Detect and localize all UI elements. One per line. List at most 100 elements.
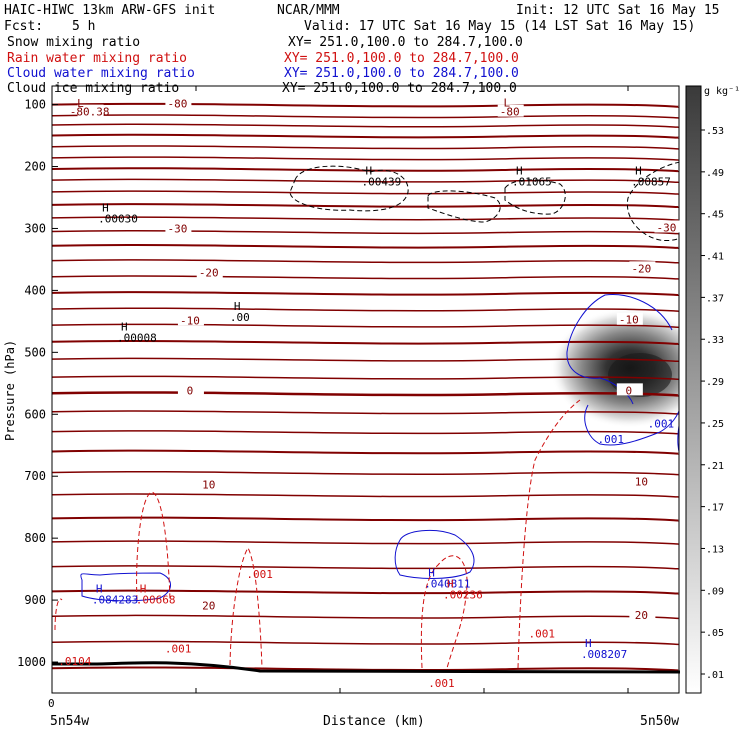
plot-frame bbox=[51, 85, 680, 694]
header-org: NCAR/MMM bbox=[277, 3, 340, 18]
temp-contour-label: -20 bbox=[199, 267, 219, 280]
temp-label-bg bbox=[196, 477, 223, 490]
y-tick-label: 400 bbox=[24, 283, 46, 297]
field-name-rain: Rain water mixing ratio bbox=[7, 51, 188, 66]
rain-contour-2 bbox=[229, 547, 263, 669]
colorbar-label: .17 bbox=[706, 503, 724, 514]
y-tick-label: 700 bbox=[24, 469, 46, 483]
colorbar-label: .13 bbox=[706, 544, 724, 555]
isotherm-line bbox=[52, 410, 679, 415]
extremum-mark: L bbox=[77, 97, 84, 110]
colorbar-label: .53 bbox=[706, 126, 724, 137]
isotherm-line bbox=[52, 640, 679, 646]
isotherm-line bbox=[52, 244, 679, 249]
extremum-mark: H bbox=[447, 578, 454, 591]
isotherm-line bbox=[52, 357, 679, 363]
temp-contour-label: 10 bbox=[635, 475, 648, 488]
colorbar-label: .25 bbox=[706, 419, 724, 430]
y-tick-label: 1000 bbox=[17, 655, 46, 669]
isotherm-line bbox=[52, 375, 679, 380]
temp-contour-label: -80 bbox=[167, 98, 187, 111]
colorbar-label: .21 bbox=[706, 461, 724, 472]
temp-label-bg bbox=[165, 96, 192, 109]
extremum-value: .00236 bbox=[443, 589, 483, 602]
isotherm-line bbox=[52, 123, 679, 128]
temp-contour-label: -30 bbox=[657, 221, 677, 234]
isotherm-line bbox=[52, 259, 679, 264]
y-tick-label: 100 bbox=[24, 98, 46, 112]
isotherm-line bbox=[52, 114, 679, 119]
extremum-mark: H bbox=[96, 583, 103, 596]
cloudwater-contour-1 bbox=[566, 294, 673, 405]
field-name-snow: Snow mixing ratio bbox=[7, 35, 141, 50]
cloudwater-contour-5 bbox=[394, 529, 475, 579]
isotherm-line bbox=[52, 565, 679, 570]
temp-label-bg bbox=[177, 383, 204, 396]
isotherm-line bbox=[52, 470, 679, 476]
extremum-mark: H bbox=[635, 165, 642, 178]
y-tick-label: 800 bbox=[24, 531, 46, 545]
header-fcst-label: Fcst: bbox=[4, 19, 44, 34]
temp-contour-label: 0 bbox=[187, 384, 194, 397]
x-end-label: 5n50w bbox=[640, 714, 679, 729]
ice-contour-1 bbox=[289, 165, 409, 212]
colorbar-unit: g kg⁻¹ bbox=[704, 86, 740, 97]
isotherm-line bbox=[52, 291, 679, 297]
temp-contour-label: 20 bbox=[635, 609, 648, 622]
contour-value-label: .001 bbox=[597, 433, 624, 446]
extremum-mark: H bbox=[121, 321, 128, 334]
isotherm-line bbox=[52, 430, 679, 435]
extremum-value: .00439 bbox=[362, 176, 402, 189]
ice-contour-2 bbox=[427, 190, 501, 223]
rain-contour-5 bbox=[54, 598, 63, 631]
isotherm-line bbox=[52, 449, 679, 455]
isotherm-line bbox=[52, 203, 679, 209]
colorbar-label: .05 bbox=[706, 628, 724, 639]
isotherm-line bbox=[52, 614, 679, 620]
colorbar-label: .41 bbox=[706, 252, 724, 263]
extremum-mark: H bbox=[140, 583, 147, 596]
colorbar-label: .49 bbox=[706, 168, 724, 179]
isotherm-line bbox=[52, 493, 679, 498]
temp-label-bg bbox=[77, 104, 104, 117]
temp-contour-label: 20 bbox=[202, 599, 215, 612]
header-valid: Valid: 17 UTC Sat 16 May 15 (14 LST Sat … bbox=[304, 19, 696, 34]
y-tick-label: 600 bbox=[24, 407, 46, 421]
extremum-mark: L bbox=[503, 96, 510, 109]
temp-contour-label: -20 bbox=[631, 262, 651, 275]
isotherm-line bbox=[52, 156, 679, 161]
rain-contour-1 bbox=[136, 491, 171, 601]
header-fcst-value: 5 h bbox=[72, 19, 96, 34]
isotherm-line bbox=[52, 540, 679, 545]
colorbar-label: .29 bbox=[706, 377, 724, 388]
temp-contour-label: 10 bbox=[202, 479, 215, 492]
cloudwater-contour-3 bbox=[677, 422, 679, 455]
isotherm-line bbox=[52, 230, 679, 235]
field-name-cloudwater: Cloud water mixing ratio bbox=[7, 66, 195, 81]
y-tick-label: 900 bbox=[24, 593, 46, 607]
extremum-mark: H bbox=[234, 300, 241, 313]
contour-value-label: .001 bbox=[648, 417, 675, 430]
isotherm-line bbox=[52, 323, 679, 328]
colorbar-label: .01 bbox=[706, 670, 724, 681]
header-init: Init: 12 UTC Sat 16 May 15 bbox=[516, 3, 720, 18]
isotherm-line bbox=[52, 275, 679, 280]
header-title: HAIC-HIWC 13km ARW-GFS init bbox=[4, 3, 216, 18]
contour-value-label: .0104 bbox=[58, 655, 91, 668]
x-axis-title: Distance (km) bbox=[323, 714, 425, 729]
cloudwater-contour-4 bbox=[80, 572, 171, 602]
contour-value-label: .001 bbox=[246, 568, 273, 581]
isotherm-line bbox=[52, 216, 679, 221]
extremum-mark: H bbox=[585, 637, 592, 650]
isotherm-line bbox=[52, 178, 679, 184]
isotherm-line bbox=[52, 340, 679, 345]
isotherm-line bbox=[52, 391, 679, 397]
temp-contour-label: 0 bbox=[626, 384, 633, 397]
x-zero-label: 0 bbox=[48, 697, 55, 710]
isotherm-line bbox=[52, 307, 679, 312]
temp-label-bg bbox=[629, 608, 656, 621]
temp-contour-label: -30 bbox=[167, 223, 187, 236]
contour-value-label: .001 bbox=[428, 677, 455, 690]
temp-label-bg bbox=[196, 598, 223, 611]
